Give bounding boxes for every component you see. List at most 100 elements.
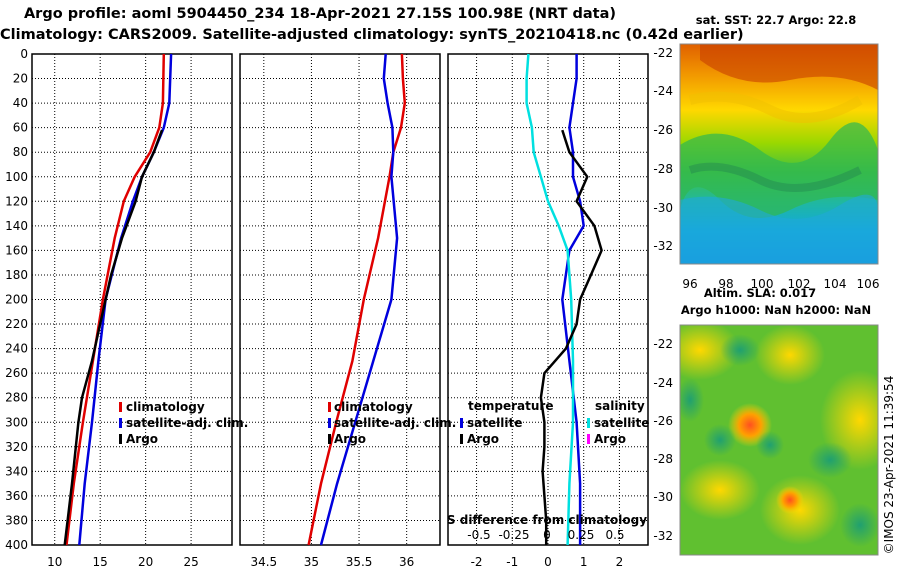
y-tick-label: 200	[5, 293, 28, 307]
salinity-diff-tick: 0.5	[605, 528, 624, 542]
y-tick-label: 340	[5, 464, 28, 478]
sst-lat-label: -30	[653, 201, 673, 215]
sla-lat-label: -32	[653, 529, 673, 543]
x-tick-label: 34.5	[250, 555, 277, 569]
sst-lon-label: 106	[857, 277, 880, 291]
legend-swatch	[587, 418, 590, 428]
x-tick-label: 15	[93, 555, 108, 569]
series-line-temperature-satellite	[561, 54, 585, 545]
legend-swatch	[328, 418, 331, 428]
salinity-diff-tick: -0.5	[467, 528, 490, 542]
y-tick-label: 100	[5, 170, 28, 184]
series-line-argo	[63, 129, 164, 546]
legend-label: climatology	[126, 400, 205, 414]
x-tick-label: 35	[304, 555, 319, 569]
legend-label: Argo	[334, 432, 366, 446]
legend-swatch	[119, 418, 122, 428]
x-tick-label: 2	[616, 555, 624, 569]
sst-lon-label: 96	[682, 277, 697, 291]
sst-heatmap	[680, 44, 878, 264]
y-tick-label: 260	[5, 366, 28, 380]
header-line2: Climatology: CARS2009. Satellite-adjuste…	[0, 27, 744, 43]
legend-label: Argo	[467, 432, 499, 446]
sla-title-2: Argo h1000: NaN h2000: NaN	[681, 303, 871, 317]
panel-frame	[447, 53, 649, 546]
legend-swatch	[119, 402, 122, 412]
series-line-climatology	[307, 53, 407, 546]
series-line-temperature-argo	[539, 129, 603, 545]
x-tick-label: 35.5	[346, 555, 373, 569]
x-tick-label: 10	[47, 555, 62, 569]
legend-swatch	[119, 434, 122, 444]
legend-swatch	[328, 402, 331, 412]
series-line-salinity-satellite	[525, 53, 575, 546]
y-tick-label: 20	[13, 72, 28, 86]
x-tick-label: 1	[580, 555, 588, 569]
legend-swatch	[460, 418, 463, 428]
series-line-climatology	[65, 53, 166, 546]
y-tick-label: 120	[5, 194, 28, 208]
panel-frame	[31, 53, 233, 546]
sla-lat-label: -24	[653, 376, 673, 390]
legend-title-temperature: temperature	[468, 399, 553, 413]
salinity-diff-tick: 0	[543, 528, 551, 542]
panel-frame	[239, 53, 441, 546]
x-tick-label: -2	[471, 555, 483, 569]
y-tick-label: 0	[20, 47, 28, 61]
sst-lon-label: 102	[788, 277, 811, 291]
salinity-diff-xlabel: S difference from climatology	[447, 513, 647, 527]
sst-lat-label: -24	[653, 84, 673, 98]
sla-heatmap	[680, 325, 878, 555]
legend-swatch	[328, 434, 331, 444]
y-tick-label: 40	[13, 96, 28, 110]
sst-lat-label: -22	[653, 46, 673, 60]
y-tick-label: 240	[5, 342, 28, 356]
sla-lat-label: -30	[653, 490, 673, 504]
y-tick-label: 140	[5, 219, 28, 233]
y-tick-label: 60	[13, 121, 28, 135]
sst-lat-label: -32	[653, 239, 673, 253]
footer-credit: ©IMOS 23-Apr-2021 11:39:54	[882, 376, 896, 555]
header-line1: Argo profile: aoml 5904450_234 18-Apr-20…	[23, 6, 617, 22]
sst-lon-label: 104	[824, 277, 847, 291]
sst-lon-label: 100	[751, 277, 774, 291]
y-tick-label: 300	[5, 415, 28, 429]
sla-lat-label: -28	[653, 452, 673, 466]
series-line-satellite-adj-clim-	[319, 53, 399, 546]
salinity-diff-tick: 0.25	[568, 528, 595, 542]
legend-swatch	[587, 434, 590, 444]
salinity-diff-tick: -0.25	[498, 528, 529, 542]
y-tick-label: 160	[5, 243, 28, 257]
legend-title-salinity: salinity	[595, 399, 645, 413]
y-tick-label: 320	[5, 440, 28, 454]
legend-swatch	[460, 434, 463, 444]
legend-label: climatology	[334, 400, 413, 414]
sst-title: sat. SST: 22.7 Argo: 22.8	[696, 13, 856, 27]
sla-title-1: Altim. SLA: 0.017	[704, 286, 816, 300]
legend-label: Argo	[594, 432, 626, 446]
sla-lat-label: -26	[653, 414, 673, 428]
x-tick-label: 25	[183, 555, 198, 569]
legend-label: satellite	[467, 416, 522, 430]
x-tick-label: 20	[138, 555, 153, 569]
sst-lat-label: -28	[653, 162, 673, 176]
y-tick-label: 180	[5, 268, 28, 282]
x-tick-label: 0	[544, 555, 552, 569]
y-tick-label: 220	[5, 317, 28, 331]
legend-label: satellite-adj. clim.	[126, 416, 248, 430]
y-tick-label: 80	[13, 145, 28, 159]
legend-label: satellite-adj. clim.	[334, 416, 456, 430]
y-tick-label: 360	[5, 489, 28, 503]
legend-label: Argo	[126, 432, 158, 446]
sst-lon-label: 98	[718, 277, 733, 291]
legend-label: satellite	[594, 416, 649, 430]
sst-lat-label: -26	[653, 123, 673, 137]
x-tick-label: 36	[399, 555, 414, 569]
sla-lat-label: -22	[653, 337, 673, 351]
x-tick-label: -1	[506, 555, 518, 569]
y-tick-label: 400	[5, 538, 28, 552]
y-tick-label: 380	[5, 513, 28, 527]
series-line-satellite-adj-clim-	[78, 53, 173, 546]
y-tick-label: 280	[5, 391, 28, 405]
